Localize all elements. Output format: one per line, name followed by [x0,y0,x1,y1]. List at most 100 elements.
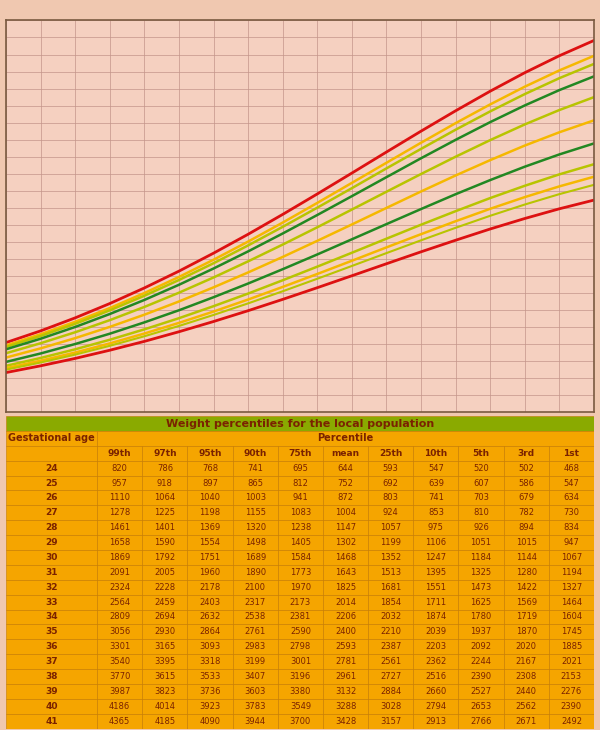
Bar [549,565,594,580]
Bar [278,699,323,714]
Text: 2091: 2091 [109,568,130,577]
Bar [233,550,278,565]
Text: 2021: 2021 [561,657,582,666]
Bar [323,654,368,669]
Bar [6,669,97,684]
Text: 34: 34 [45,612,58,621]
Bar [97,535,142,550]
Bar [6,639,97,654]
Text: 1405: 1405 [290,538,311,547]
Bar [233,461,278,476]
Bar [187,520,233,535]
Bar [368,684,413,699]
Bar [6,520,97,535]
Text: 782: 782 [518,508,534,518]
Bar [233,639,278,654]
Bar [142,461,187,476]
Bar [549,580,594,595]
Text: 38: 38 [46,672,58,681]
Bar [278,505,323,520]
Bar [97,520,142,535]
Text: 3549: 3549 [290,702,311,711]
Bar [323,476,368,491]
Bar [413,491,458,505]
Text: 1890: 1890 [245,568,266,577]
Text: 2961: 2961 [335,672,356,681]
Bar [413,595,458,610]
Bar [278,714,323,729]
Text: 40: 40 [46,702,58,711]
Bar [503,669,549,684]
Bar [368,535,413,550]
Text: 2660: 2660 [425,687,446,696]
Bar [187,699,233,714]
Text: 30: 30 [46,553,58,562]
Bar [142,446,187,461]
Text: 918: 918 [157,479,173,488]
Bar [187,565,233,580]
Text: 1792: 1792 [154,553,175,562]
Text: 1003: 1003 [245,493,266,502]
Text: 3395: 3395 [154,657,176,666]
Text: 26: 26 [46,493,58,502]
Text: 2653: 2653 [470,702,492,711]
Text: 2459: 2459 [154,598,175,607]
Bar [503,714,549,729]
Text: 834: 834 [563,523,580,532]
Bar [97,491,142,505]
Text: 1067: 1067 [561,553,582,562]
Bar [413,624,458,639]
Text: 502: 502 [518,464,534,472]
Bar [503,699,549,714]
Text: 75th: 75th [289,449,312,458]
Bar [187,535,233,550]
Text: 2390: 2390 [561,702,582,711]
Text: 2809: 2809 [109,612,130,621]
Bar [549,684,594,699]
Bar [549,461,594,476]
Bar [323,684,368,699]
Bar [549,520,594,535]
Bar [323,461,368,476]
Text: 1325: 1325 [470,568,491,577]
Bar [549,714,594,729]
Bar [278,520,323,535]
Text: 2593: 2593 [335,642,356,651]
Text: 1513: 1513 [380,568,401,577]
Bar [142,595,187,610]
Bar [187,491,233,505]
Bar [6,446,97,461]
Bar [413,699,458,714]
Text: 1551: 1551 [425,583,446,592]
Text: 768: 768 [202,464,218,472]
Bar [97,505,142,520]
Text: 1689: 1689 [245,553,266,562]
Bar [458,714,503,729]
Text: 2913: 2913 [425,717,446,726]
Text: 32: 32 [46,583,58,592]
Bar [278,535,323,550]
Bar [142,476,187,491]
Text: 679: 679 [518,493,534,502]
Bar [503,580,549,595]
Text: 31: 31 [46,568,58,577]
Bar [142,714,187,729]
Text: 2794: 2794 [425,702,446,711]
Text: 2632: 2632 [199,612,221,621]
Bar [368,714,413,729]
Bar [413,565,458,580]
Text: 2167: 2167 [515,657,537,666]
Text: 1247: 1247 [425,553,446,562]
Text: 10th: 10th [424,449,448,458]
Bar [503,461,549,476]
Bar [503,639,549,654]
Bar [6,461,97,476]
Text: 3093: 3093 [199,642,221,651]
Text: 97th: 97th [153,449,177,458]
Bar [368,446,413,461]
Text: 2206: 2206 [335,612,356,621]
Bar [97,654,142,669]
Text: 3056: 3056 [109,627,130,637]
Bar [413,580,458,595]
Bar [549,699,594,714]
